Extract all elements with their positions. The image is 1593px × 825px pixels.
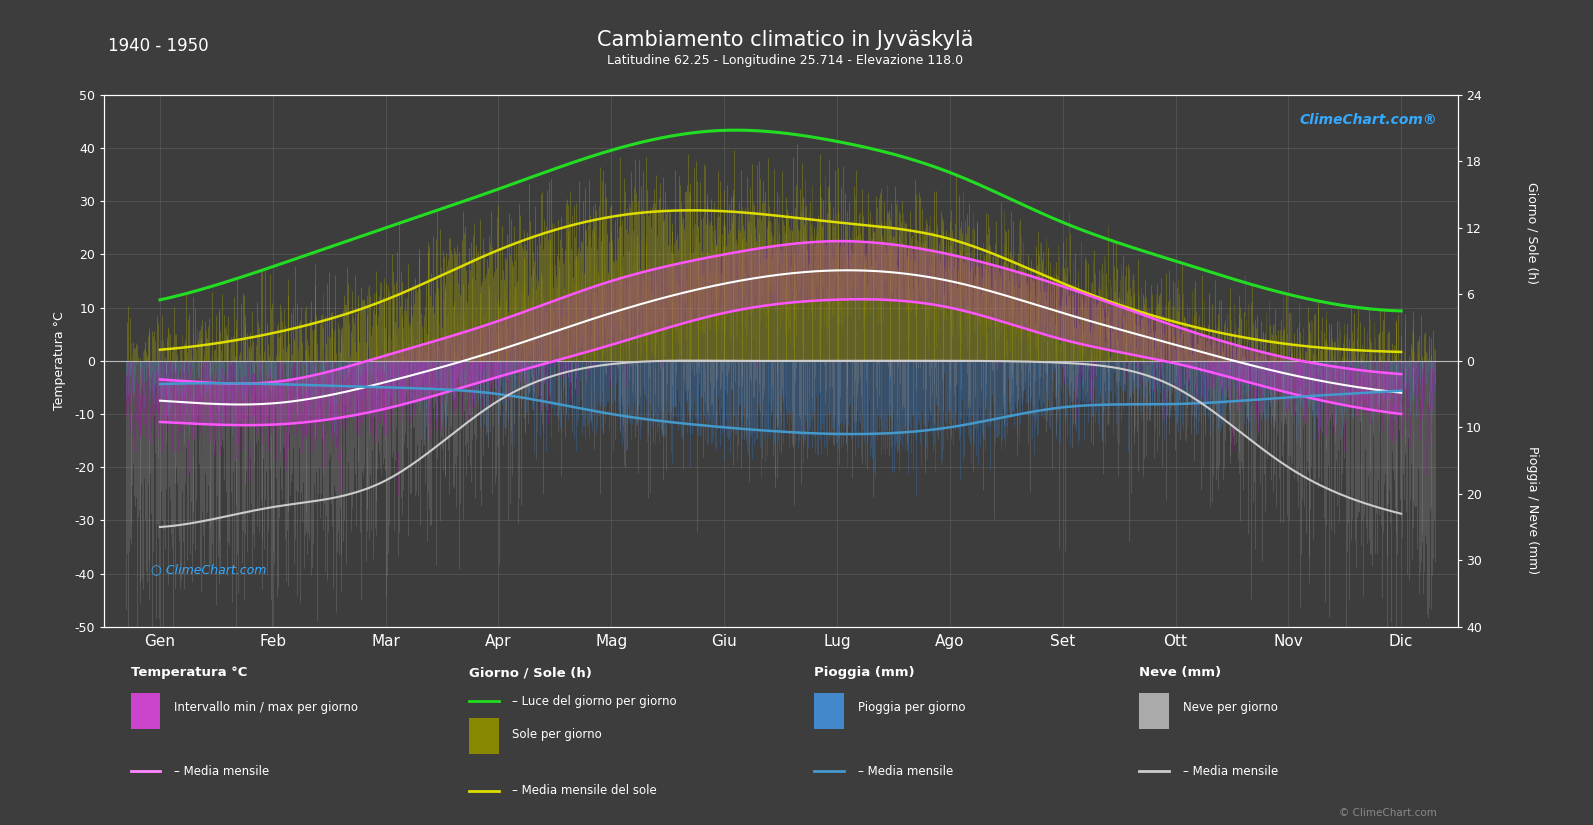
Text: ClimeChart.com®: ClimeChart.com® xyxy=(1300,114,1437,128)
Text: Neve per giorno: Neve per giorno xyxy=(1182,701,1278,714)
Y-axis label: Temperatura °C: Temperatura °C xyxy=(54,311,67,410)
Text: Latitudine 62.25 - Longitudine 25.714 - Elevazione 118.0: Latitudine 62.25 - Longitudine 25.714 - … xyxy=(607,54,964,67)
Text: Intervallo min / max per giorno: Intervallo min / max per giorno xyxy=(174,701,358,714)
Text: Neve (mm): Neve (mm) xyxy=(1139,667,1222,679)
Text: Giorno / Sole (h): Giorno / Sole (h) xyxy=(470,667,593,679)
Text: Cambiamento climatico in Jyväskylä: Cambiamento climatico in Jyväskylä xyxy=(597,30,973,50)
Text: – Media mensile del sole: – Media mensile del sole xyxy=(513,785,658,798)
Text: Temperatura °C: Temperatura °C xyxy=(131,667,247,679)
FancyBboxPatch shape xyxy=(131,693,161,729)
Text: Pioggia per giorno: Pioggia per giorno xyxy=(857,701,965,714)
Text: ○ ClimeChart.com: ○ ClimeChart.com xyxy=(151,563,266,576)
Text: – Media mensile: – Media mensile xyxy=(857,765,953,777)
Text: Pioggia (mm): Pioggia (mm) xyxy=(814,667,914,679)
Text: © ClimeChart.com: © ClimeChart.com xyxy=(1340,808,1437,818)
Text: Pioggia / Neve (mm): Pioggia / Neve (mm) xyxy=(1526,446,1539,574)
FancyBboxPatch shape xyxy=(814,693,844,729)
Text: – Media mensile: – Media mensile xyxy=(174,765,269,777)
FancyBboxPatch shape xyxy=(1139,693,1169,729)
FancyBboxPatch shape xyxy=(470,718,499,754)
Text: – Media mensile: – Media mensile xyxy=(1182,765,1278,777)
Text: 1940 - 1950: 1940 - 1950 xyxy=(108,37,209,55)
Text: – Luce del giorno per giorno: – Luce del giorno per giorno xyxy=(513,695,677,708)
Text: Giorno / Sole (h): Giorno / Sole (h) xyxy=(1526,182,1539,284)
Text: Sole per giorno: Sole per giorno xyxy=(513,728,602,741)
